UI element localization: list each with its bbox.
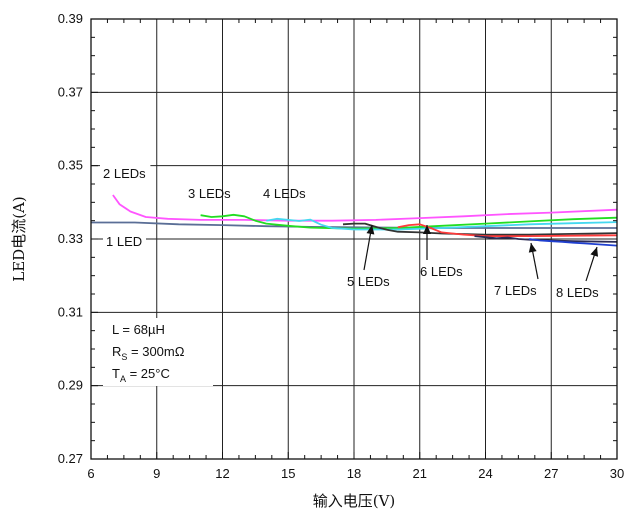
x-tick-label: 9: [153, 466, 160, 481]
x-tick-label: 12: [215, 466, 229, 481]
annotation-6-leds-label: 6 LEDs: [420, 264, 463, 279]
y-tick-label: 0.33: [58, 231, 83, 246]
conditions-box: [103, 318, 213, 386]
annotation-3-leds-label: 3 LEDs: [188, 186, 231, 201]
x-tick-label: 21: [413, 466, 427, 481]
condition-temperature: TA = 25°C: [112, 366, 170, 384]
annotation-1-led-label: 1 LED: [106, 234, 142, 249]
annotations: 2 LEDs 3 LEDs 4 LEDs 1 LED 5 LEDs 6 LEDs 7 LED…: [100, 165, 599, 300]
annotation-7-leds-label: 7 LEDs: [494, 283, 537, 298]
series-8-leds: [529, 238, 618, 247]
condition-sense-resistor: RS = 300mΩ: [112, 344, 185, 362]
x-tick-label: 24: [478, 466, 492, 481]
annotation-5-leds-arrowhead: [366, 225, 375, 235]
y-tick-label: 0.29: [58, 378, 83, 393]
series-5-leds: [342, 222, 618, 236]
annotation-6-leds-arrowhead: [423, 225, 431, 234]
series-1-led: [91, 221, 617, 229]
x-tick-label: 15: [281, 466, 295, 481]
grid: [91, 19, 617, 459]
y-tick-label: 0.39: [58, 11, 83, 26]
series-3-leds: [200, 213, 618, 230]
x-tick-label: 18: [347, 466, 361, 481]
series-4-leds: [266, 217, 618, 231]
series-lines: [91, 194, 618, 247]
y-tick-label: 0.35: [58, 158, 83, 173]
series-7-leds: [474, 235, 618, 243]
condition-inductance: L = 68µH: [112, 322, 165, 337]
x-tick-label: 30: [610, 466, 624, 481]
x-axis-title: 输入电压(V): [313, 492, 396, 510]
annotation-8-leds-label: 8 LEDs: [556, 285, 599, 300]
y-tick-label: 0.27: [58, 451, 83, 466]
ticks: 6 9 12 15 18 21 24 27 30 0.27 0.29 0.31 0.33 0.35 0.37…: [58, 11, 625, 481]
annotation-8-leds-arrowhead: [590, 247, 599, 257]
annotation-5-leds-label: 5 LEDs: [347, 274, 390, 289]
x-tick-label: 27: [544, 466, 558, 481]
annotation-1-led-bg: [103, 233, 146, 250]
y-axis-title: LED电流(A): [10, 196, 28, 281]
series-6-leds: [397, 223, 618, 238]
y-tick-label: 0.31: [58, 304, 83, 319]
y-tick-label: 0.37: [58, 84, 83, 99]
x-tick-label: 6: [87, 466, 94, 481]
annotation-7-leds-arrowhead: [528, 243, 537, 253]
annotation-2-leds-bg: [100, 165, 151, 182]
annotation-4-leds-label: 4 LEDs: [263, 186, 306, 201]
annotation-2-leds-label: 2 LEDs: [103, 166, 146, 181]
